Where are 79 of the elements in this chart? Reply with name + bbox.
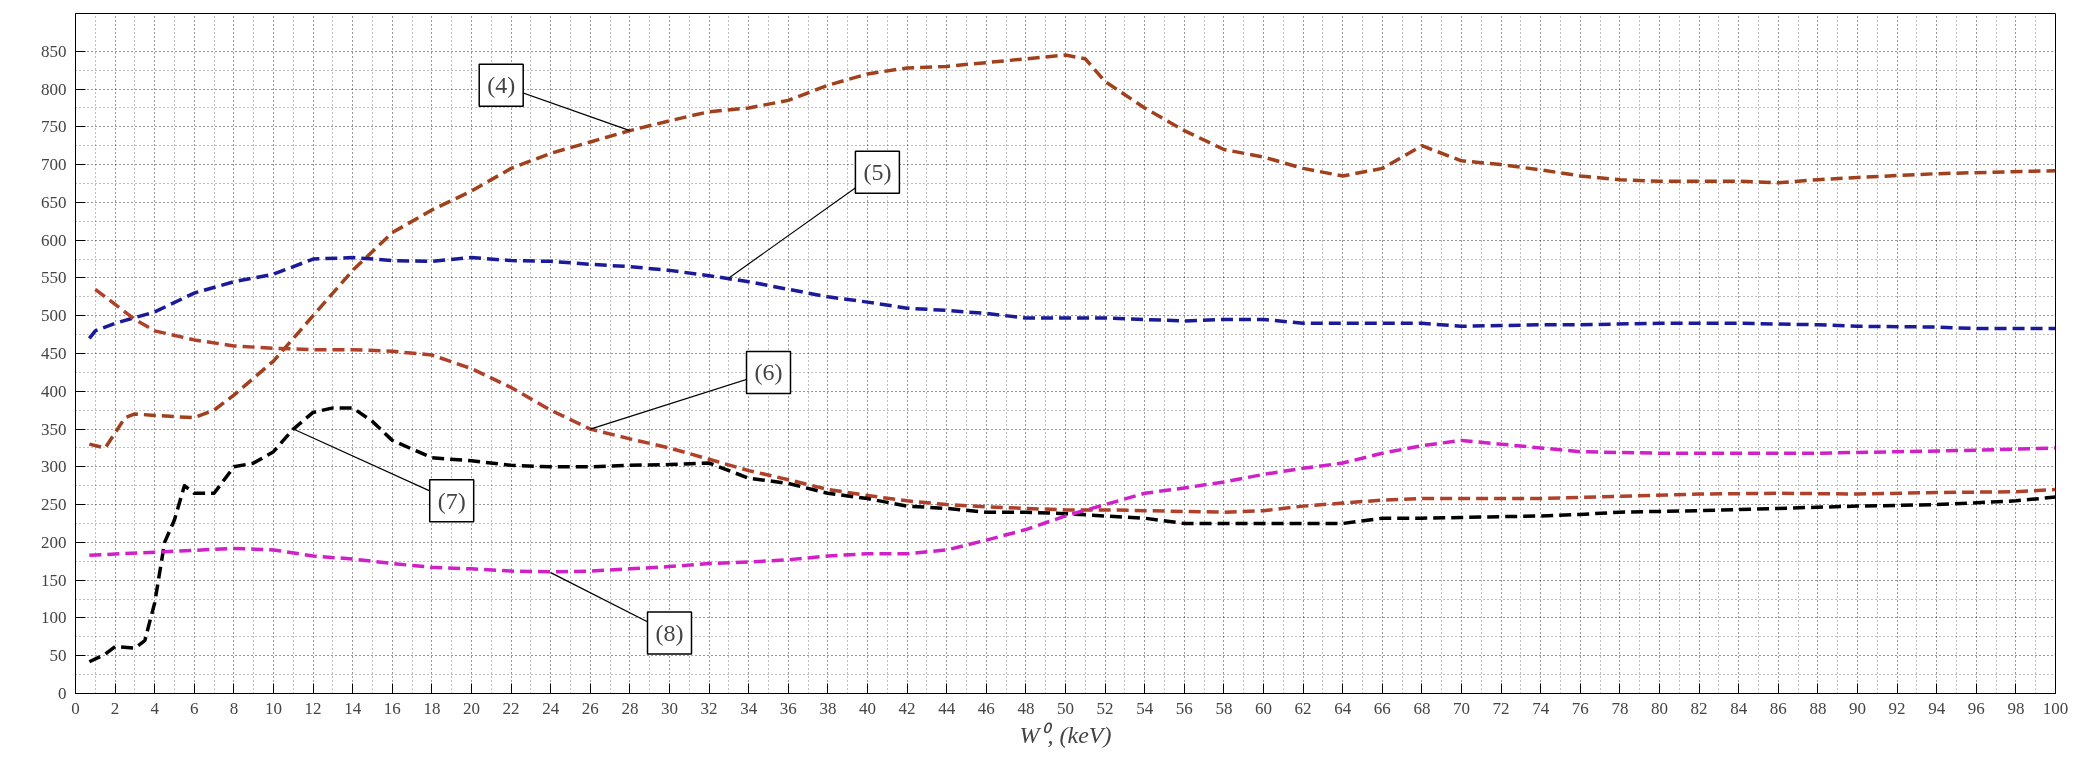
x-tick-label: 22 bbox=[502, 698, 520, 718]
x-tick-label: 18 bbox=[423, 698, 441, 718]
x-tick-label: 4 bbox=[150, 698, 160, 718]
x-tick-label: 88 bbox=[1809, 698, 1827, 718]
x-tick-label: 38 bbox=[819, 698, 837, 718]
x-tick-label: 72 bbox=[1492, 698, 1510, 718]
y-tick-label: 700 bbox=[41, 155, 67, 175]
y-tick-label: 300 bbox=[41, 457, 67, 477]
y-tick-label: 250 bbox=[41, 495, 67, 515]
x-tick-label: 96 bbox=[1967, 698, 1985, 718]
x-tick-label: 54 bbox=[1136, 698, 1154, 718]
x-tick-label: 48 bbox=[1017, 698, 1035, 718]
x-tick-label: 2 bbox=[110, 698, 120, 718]
y-tick-label: 500 bbox=[41, 306, 67, 326]
x-tick-label: 90 bbox=[1849, 698, 1866, 718]
y-tick-label: 150 bbox=[41, 570, 67, 590]
x-tick-label: 42 bbox=[898, 698, 916, 718]
x-tick-label: 100 bbox=[2042, 698, 2069, 718]
y-tick-label: 800 bbox=[41, 79, 67, 99]
x-tick-label: 50 bbox=[1057, 698, 1074, 718]
x-tick-label: 30 bbox=[661, 698, 678, 718]
annotation: (7) bbox=[437, 487, 466, 514]
x-tick-label: 26 bbox=[581, 698, 599, 718]
y-tick-label: 600 bbox=[41, 230, 67, 250]
x-tick-label: 92 bbox=[1888, 698, 1906, 718]
x-tick-label: 32 bbox=[700, 698, 718, 718]
x-tick-label: 16 bbox=[383, 698, 401, 718]
line-series bbox=[87, 438, 2056, 574]
x-tick-label: 94 bbox=[1928, 698, 1946, 718]
y-tick-label: 450 bbox=[41, 344, 67, 363]
y-tick-label: 850 bbox=[41, 41, 67, 61]
x-tick-label: 86 bbox=[1769, 698, 1787, 718]
x-tick-label: 0 bbox=[71, 698, 80, 718]
x-tick-label: 84 bbox=[1730, 698, 1748, 718]
x-tick-label: 98 bbox=[2007, 698, 2025, 718]
x-tick-label: 64 bbox=[1334, 698, 1352, 718]
annotation: (4) bbox=[487, 72, 516, 99]
x-tick-label: 78 bbox=[1611, 698, 1629, 718]
x-tick-label: 74 bbox=[1532, 698, 1550, 718]
x-tick-label: 70 bbox=[1453, 698, 1470, 718]
x-tick-label: 60 bbox=[1255, 698, 1272, 718]
x-tick-label: 14 bbox=[344, 698, 362, 718]
annotation: (6) bbox=[754, 359, 783, 386]
y-tick-label: 650 bbox=[41, 192, 67, 212]
x-tick-label: 10 bbox=[265, 698, 282, 718]
y-tick-label: 550 bbox=[41, 268, 67, 288]
x-tick-label: 12 bbox=[304, 698, 322, 718]
x-tick-label: 34 bbox=[740, 698, 758, 718]
x-tick-label: 28 bbox=[621, 698, 639, 718]
annotation: (8) bbox=[655, 620, 684, 647]
y-tick-label: 50 bbox=[49, 646, 67, 666]
y-tick-label: 750 bbox=[41, 117, 67, 137]
x-tick-label: 52 bbox=[1096, 698, 1114, 718]
y-tick-label: 100 bbox=[41, 608, 67, 628]
y-tick-label: 0 bbox=[58, 684, 67, 703]
x-tick-label: 6 bbox=[190, 698, 199, 718]
x-tick-label: 76 bbox=[1571, 698, 1589, 718]
x-tick-label: 44 bbox=[938, 698, 956, 718]
y-tick-label: 200 bbox=[41, 532, 67, 552]
x-tick-label: 66 bbox=[1373, 698, 1391, 718]
x-tick-label: 58 bbox=[1215, 698, 1233, 718]
x-tick-label: 20 bbox=[463, 698, 480, 718]
annotation: (5) bbox=[863, 159, 892, 186]
x-tick-label: 24 bbox=[542, 698, 560, 718]
line-series bbox=[87, 255, 2056, 341]
x-tick-label: 56 bbox=[1175, 698, 1193, 718]
line-series bbox=[87, 53, 2056, 450]
y-tick-label: 400 bbox=[41, 381, 67, 401]
y-tick-label: 350 bbox=[41, 419, 67, 439]
x-tick-label: 80 bbox=[1651, 698, 1668, 718]
x-tick-label: 68 bbox=[1413, 698, 1431, 718]
x-tick-label: 40 bbox=[859, 698, 876, 718]
x-tick-label: 8 bbox=[229, 698, 239, 718]
line-series bbox=[93, 287, 2056, 514]
x-tick-label: 46 bbox=[977, 698, 995, 718]
x-tick-label: 36 bbox=[779, 698, 797, 718]
x-axis-title: W⁰, (keV) bbox=[1019, 721, 1112, 748]
x-tick-label: 62 bbox=[1294, 698, 1312, 718]
x-tick-label: 82 bbox=[1690, 698, 1708, 718]
